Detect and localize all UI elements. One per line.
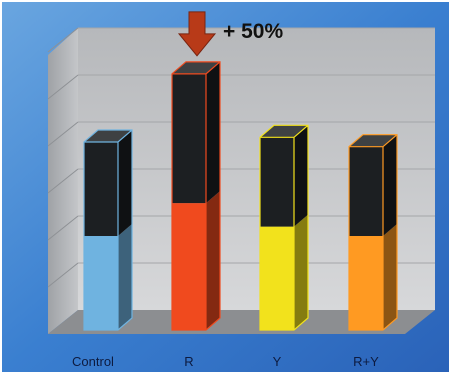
bar-y-outline	[259, 124, 309, 331]
bar-front	[84, 142, 118, 236]
bar-side	[294, 125, 308, 227]
gridline-side	[47, 74, 79, 100]
bar-side	[206, 61, 220, 204]
bar-side	[118, 224, 132, 330]
annotation-arrow	[177, 11, 217, 57]
bar-side	[294, 214, 308, 330]
bar-r-y	[348, 134, 398, 331]
bar-control-outline	[83, 129, 133, 331]
bar-y-upper-segment	[260, 125, 308, 227]
bar-front	[349, 146, 383, 236]
bar-top	[349, 134, 397, 147]
bar-top	[172, 61, 220, 74]
bar-r	[171, 61, 221, 331]
gridline-side	[47, 121, 79, 147]
bar-side	[118, 130, 132, 236]
bar-r-y-outline	[348, 134, 398, 331]
category-label: Control	[72, 354, 114, 369]
bar-control-lower-segment	[84, 224, 132, 330]
bar-r-upper-segment	[172, 61, 220, 204]
bar-r-y-lower-segment	[349, 224, 397, 330]
bars	[83, 61, 398, 331]
bar-control	[83, 129, 133, 331]
bar-side	[383, 224, 397, 330]
bar-r-y-upper-segment	[349, 134, 397, 236]
category-labels: Control R Y R+Y	[72, 354, 379, 369]
bar-top	[260, 125, 308, 138]
category-label: Y	[273, 354, 282, 369]
bar-r-lower-segment	[172, 191, 220, 330]
bar-y	[259, 124, 309, 331]
bar-front	[260, 226, 294, 330]
bar-side	[206, 191, 220, 330]
annotation-text: + 50%	[223, 20, 283, 43]
gridline-side	[47, 27, 79, 53]
bar-control-upper-segment	[84, 130, 132, 236]
bar-front	[260, 137, 294, 227]
gridline-side	[47, 168, 79, 194]
bar-front	[172, 203, 206, 330]
bar-y-lower-segment	[260, 214, 308, 330]
bar-side	[383, 134, 397, 236]
bar-top	[84, 130, 132, 142]
bar-front	[84, 236, 118, 330]
annotation: + 50%	[177, 11, 283, 57]
bar-r-outline	[171, 61, 221, 331]
gridline-side	[47, 215, 79, 241]
gridline-side	[47, 262, 79, 288]
bar-front	[172, 73, 206, 204]
category-label: R+Y	[353, 354, 379, 369]
chart-floor	[48, 310, 435, 334]
category-label: R	[184, 354, 193, 369]
bar-front	[349, 236, 383, 330]
